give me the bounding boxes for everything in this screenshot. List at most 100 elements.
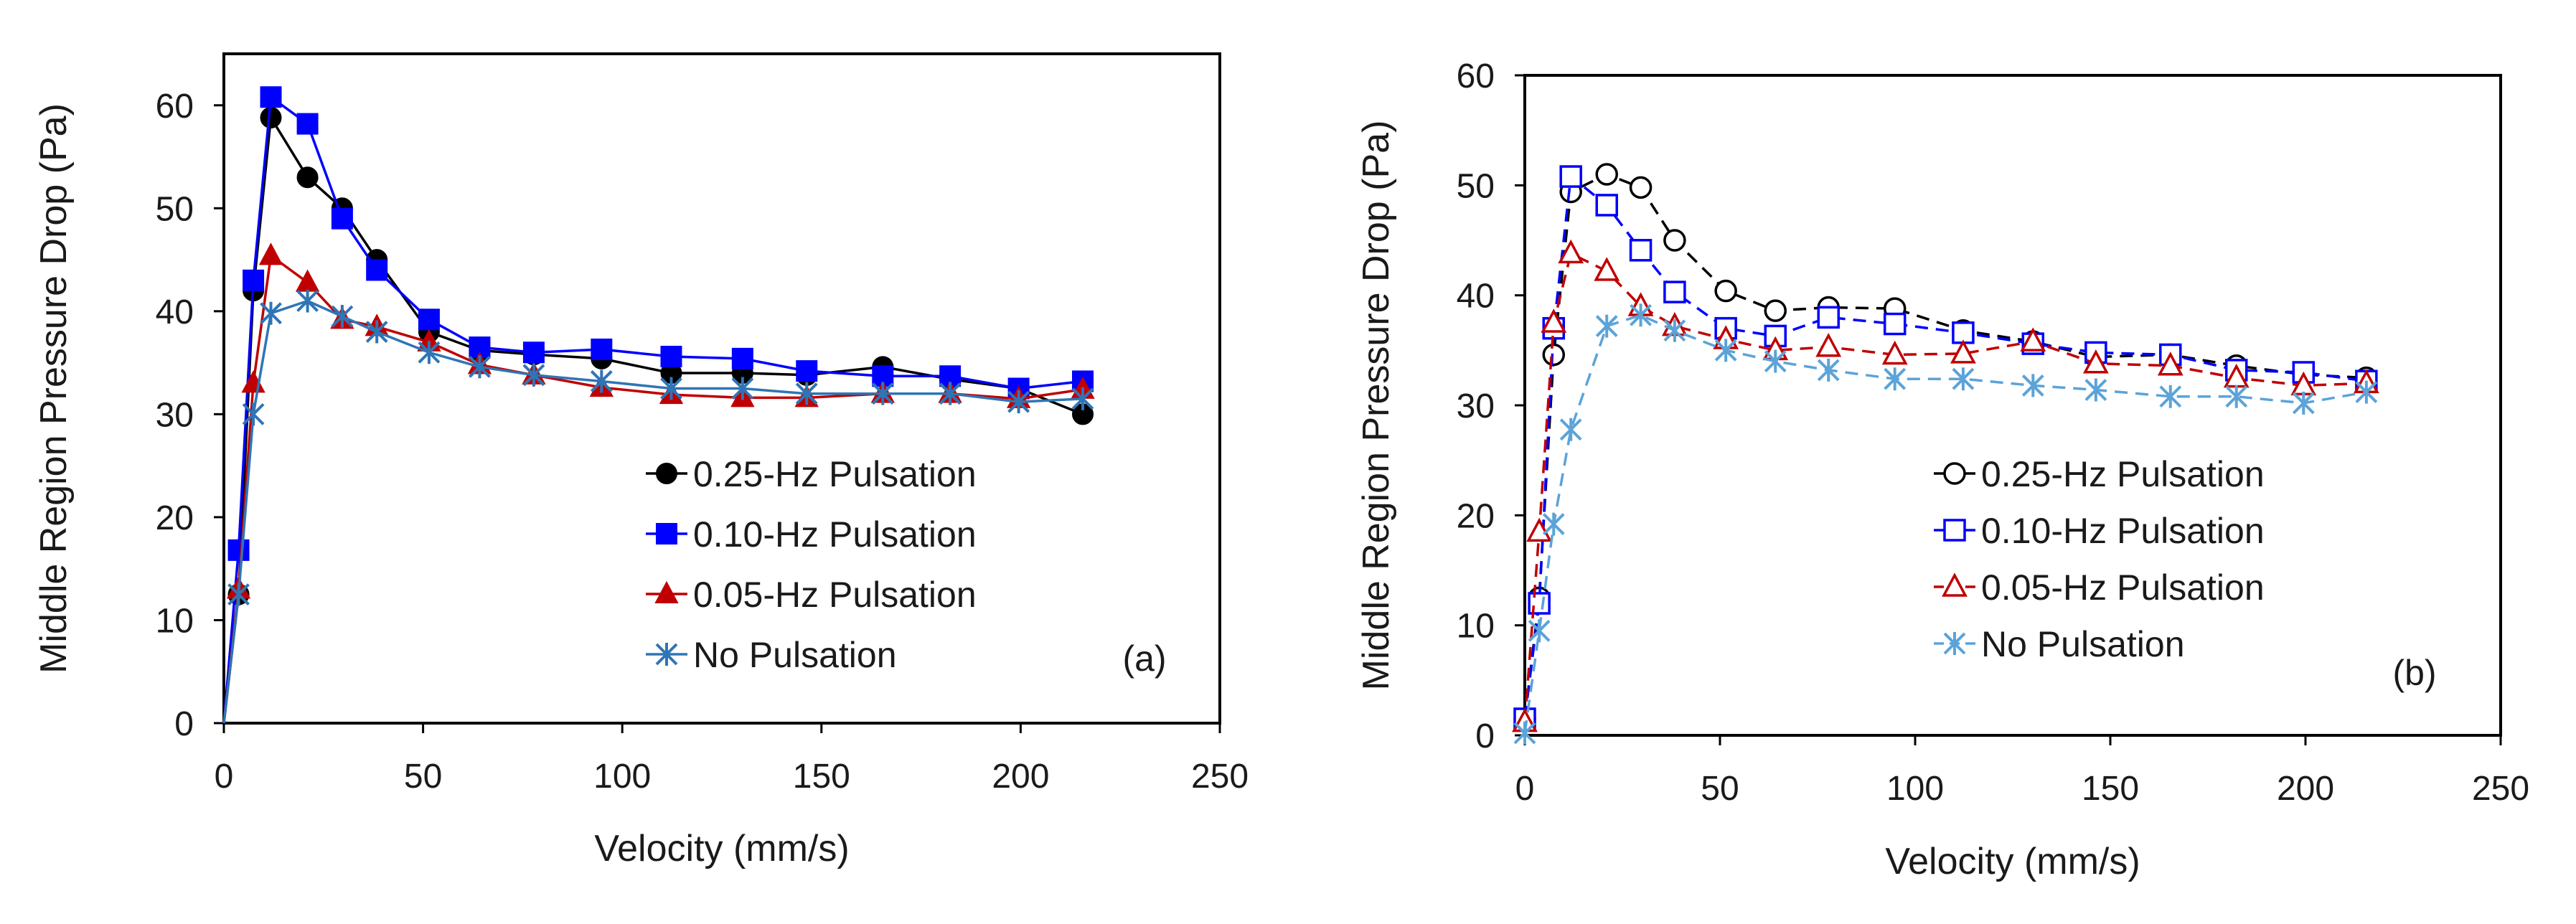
x-tick-label: 50 [404, 758, 442, 796]
data-point [296, 113, 319, 135]
y-tick-label: 10 [1457, 608, 1495, 646]
data-point [731, 377, 754, 400]
legend-marker [656, 463, 677, 484]
x-tick-label: 0 [1515, 770, 1535, 808]
legend-label: 0.10-Hz Pulsation [1981, 511, 2265, 551]
chart-panel-a: 0 50 100 150 200 250 0 10 20 30 40 50 60 Velocity (mm… [33, 52, 1249, 869]
data-point [1071, 387, 1094, 410]
series-0-10-hz-pulsation [222, 86, 1094, 724]
x-tick-label: 50 [1701, 770, 1739, 808]
y-axis-title: Middle Region Pressure Drop (Pa) [33, 103, 75, 674]
data-point [1007, 390, 1030, 414]
y-axis-title: Middle Region Pressure Drop (Pa) [1355, 121, 1397, 691]
data-point [2020, 327, 2046, 352]
data-point [1528, 619, 1551, 643]
data-point [871, 382, 894, 405]
data-point [1950, 339, 1976, 364]
data-point [2225, 385, 2248, 408]
series-no-pulsation [1513, 303, 2378, 745]
data-point [1595, 314, 1618, 338]
legend-marker [654, 580, 679, 603]
legend-label: 0.05-Hz Pulsation [1981, 567, 2265, 608]
y-tick-label: 40 [1457, 278, 1495, 316]
y-tick-label: 50 [156, 190, 194, 228]
data-point [260, 86, 282, 108]
data-point [242, 402, 265, 426]
data-point [258, 242, 283, 265]
y-tick-label: 30 [156, 396, 194, 434]
data-point [260, 301, 282, 325]
data-point [2159, 385, 2182, 408]
data-point [795, 382, 818, 405]
x-tick-label: 200 [2277, 770, 2334, 808]
data-point [1663, 319, 1686, 342]
legend: 0.25-Hz Pulsation 0.10-Hz Pulsation 0.05-H… [646, 454, 977, 675]
data-point [1884, 367, 1907, 391]
legend-marker [1943, 462, 1966, 485]
x-tick-label: 150 [2082, 770, 2139, 808]
series-no-pulsation [222, 289, 1094, 724]
data-point [1952, 367, 1975, 391]
data-point [731, 347, 753, 369]
x-tick-label: 200 [992, 758, 1049, 796]
data-point [1629, 176, 1653, 199]
data-point [1714, 279, 1737, 303]
data-point [1663, 280, 1686, 303]
data-point [2082, 349, 2109, 374]
series-line [222, 95, 1083, 724]
data-point [1559, 165, 1582, 188]
data-point [366, 259, 388, 281]
y-tick-label: 40 [156, 293, 194, 331]
data-point [1541, 308, 1567, 333]
legend-marker [1943, 519, 1966, 542]
x-axis-title: Velocity (mm/s) [594, 828, 849, 869]
data-point [1559, 418, 1582, 441]
x-tick-label: 100 [593, 758, 651, 796]
series-0-10-hz-pulsation [1513, 165, 2378, 730]
data-point [939, 382, 962, 405]
data-point [1595, 194, 1618, 217]
data-point [1815, 333, 1842, 357]
panel-label: (a) [1122, 638, 1166, 679]
series-line [1523, 173, 2366, 720]
y-tick-label: 0 [1475, 717, 1495, 755]
x-tick-label: 250 [1191, 758, 1249, 796]
data-point [2084, 378, 2107, 402]
data-point [331, 207, 353, 230]
data-point [2292, 391, 2315, 415]
data-point [296, 289, 319, 313]
data-point [660, 346, 682, 368]
data-point [2157, 352, 2184, 376]
chart-panel-b: 0 50 100 150 200 250 0 10 20 30 40 50 60 Velocity (mm… [1355, 57, 2529, 882]
data-point [1594, 257, 1620, 281]
data-point [1630, 303, 1652, 327]
series-line [1523, 252, 2366, 722]
data-point [1629, 239, 1653, 262]
legend-label: 0.25-Hz Pulsation [1981, 454, 2265, 494]
data-point [243, 269, 265, 291]
data-point [331, 305, 354, 329]
legend-label: No Pulsation [693, 635, 897, 675]
data-point [1714, 339, 1737, 362]
legend: 0.25-Hz Pulsation 0.10-Hz Pulsation 0.05-H… [1934, 454, 2265, 664]
legend-label: 0.25-Hz Pulsation [693, 454, 977, 494]
data-point [418, 341, 441, 364]
series-line [1523, 314, 2367, 734]
y-tick-label: 0 [174, 705, 194, 743]
plot-area [222, 52, 1221, 725]
data-point [1542, 512, 1565, 536]
x-axis-title: Velocity (mm/s) [1885, 841, 2140, 882]
data-point [1764, 349, 1787, 373]
data-point [469, 336, 491, 359]
data-point [522, 341, 545, 364]
data-point [660, 377, 682, 400]
y-tick-label: 50 [1457, 167, 1495, 205]
data-point [1764, 299, 1787, 322]
legend-marker [1942, 572, 1968, 597]
x-tick-label: 100 [1886, 770, 1944, 808]
x-tick-label: 150 [793, 758, 850, 796]
data-point [227, 583, 250, 606]
data-point [1663, 229, 1686, 252]
data-point [1817, 306, 1840, 329]
